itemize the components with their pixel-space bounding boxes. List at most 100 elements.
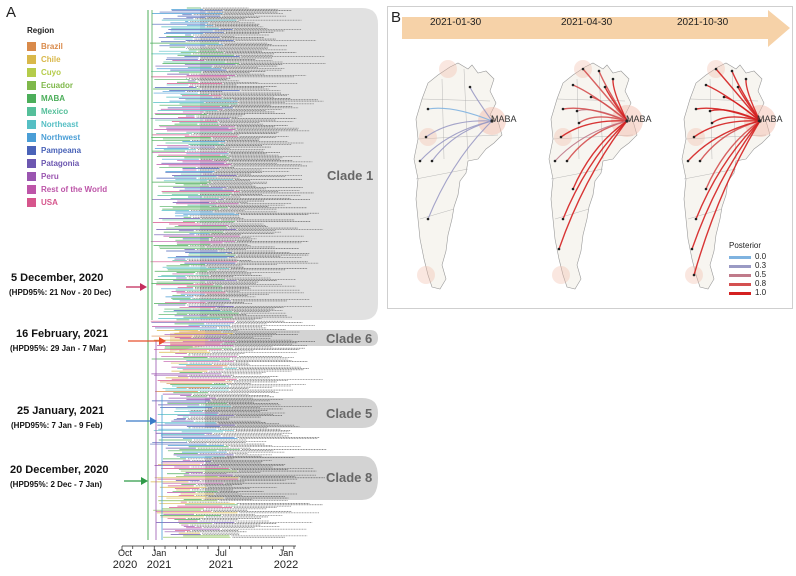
location-node [557, 247, 561, 251]
posterior-value: 0.3 [755, 261, 767, 270]
location-node [418, 159, 422, 163]
location-node [565, 159, 569, 163]
maba-node [625, 119, 629, 123]
maba-node [490, 119, 494, 123]
location-node [686, 159, 690, 163]
posterior-swatch [729, 274, 751, 277]
location-node [559, 135, 563, 139]
legend-label: Rest of the World [41, 184, 108, 194]
legend-item: Northeast [27, 118, 78, 130]
posterior-legend-title: Posterior [729, 241, 762, 250]
argentina-outline [548, 62, 638, 290]
legend-label: Mexico [41, 106, 69, 116]
annotation-3-date: 25 January, 2021 [17, 405, 105, 417]
legend-swatch [27, 132, 36, 142]
transmission-link [695, 120, 761, 220]
transmission-link [723, 96, 761, 122]
legend-item: Brazil [27, 40, 63, 52]
map-1-maba-label: MABA [491, 114, 517, 124]
transmission-link [427, 120, 493, 220]
location-node [611, 77, 615, 81]
location-node [744, 77, 748, 81]
axis-tick-jan22-month: Jan [278, 548, 294, 558]
location-node [692, 273, 696, 277]
legend-label: MABA [41, 93, 65, 103]
map-date-2: 2021-04-30 [561, 17, 613, 28]
legend-swatch [27, 54, 36, 64]
location-node [710, 121, 714, 125]
axis-tick-jul21-month: Jul [215, 548, 227, 558]
map-3-maba-label: MABA [757, 114, 783, 124]
panel-a-label: A [6, 4, 17, 21]
legend-item: Rest of the World [27, 183, 107, 195]
argentina-outline [413, 62, 503, 290]
transmission-link [691, 120, 761, 250]
spread-maps [402, 10, 790, 290]
node-arrowhead [159, 337, 166, 345]
legend-label: Pampeana [41, 145, 82, 155]
panel-b-maps: B 2021-01-30 2021-04-30 2021-10-30 MABA … [387, 6, 793, 309]
transmission-link [612, 78, 628, 122]
clade-5-label: Clade 5 [326, 406, 373, 421]
transmission-link [554, 120, 628, 162]
axis-tick-jul21-year: 2021 [208, 559, 234, 571]
map-date-1: 2021-01-30 [430, 17, 482, 28]
province-border [417, 134, 499, 140]
clade-1-shade [200, 8, 378, 320]
legend-label: USA [41, 197, 58, 207]
transmission-link [745, 78, 761, 122]
panel-b-label: B [391, 9, 402, 26]
annotation-2-hpd: (HPD95%: 29 Jan - 7 Mar) [10, 344, 107, 353]
maba-node [758, 119, 762, 123]
transmission-link [693, 120, 761, 276]
legend-swatch [27, 106, 36, 116]
legend-label: Patagonia [41, 158, 80, 168]
location-node [714, 67, 718, 71]
location-node [603, 85, 607, 89]
legend-label: Northeast [41, 119, 79, 129]
location-node [468, 85, 472, 89]
transmission-link [687, 120, 761, 162]
location-node [589, 95, 593, 99]
location-node [692, 135, 696, 139]
clade-5-shade [205, 398, 378, 428]
legend-item: Ecuador [27, 79, 73, 91]
transmission-link [590, 96, 628, 122]
node-arrowhead [140, 283, 147, 291]
location-node [577, 121, 581, 125]
province-border [731, 68, 737, 160]
location-node [704, 187, 708, 191]
location-node [426, 217, 430, 221]
location-node [571, 187, 575, 191]
annotation-2-date: 16 February, 2021 [16, 328, 109, 340]
legend-label: Chile [41, 54, 61, 64]
map-date-3: 2021-10-30 [677, 17, 729, 28]
location-node [722, 95, 726, 99]
location-node [694, 107, 698, 111]
transmission-link [558, 120, 628, 250]
location-node [575, 109, 579, 113]
legend-swatch [27, 41, 36, 51]
location-node [424, 135, 428, 139]
location-node [426, 107, 430, 111]
transmission-link [572, 120, 628, 190]
location-node [561, 217, 565, 221]
province-border [576, 78, 580, 160]
region-legend-title: Region [27, 26, 55, 35]
transmission-link [469, 86, 493, 122]
legend-swatch [27, 171, 36, 181]
region-halo [417, 266, 435, 284]
province-border [709, 78, 713, 160]
legend-label: Northwest [41, 132, 81, 142]
clade-1-label: Clade 1 [327, 168, 374, 183]
legend-label: Peru [41, 171, 59, 181]
legend-swatch [27, 80, 36, 90]
transmission-link [737, 86, 761, 122]
legend-label: Brazil [41, 41, 63, 51]
transmission-link [431, 120, 493, 162]
transmission-link [562, 120, 628, 220]
legend-item: Mexico [27, 105, 68, 117]
argentina-outline [681, 62, 771, 290]
location-node [694, 217, 698, 221]
legend-swatch [27, 184, 36, 194]
